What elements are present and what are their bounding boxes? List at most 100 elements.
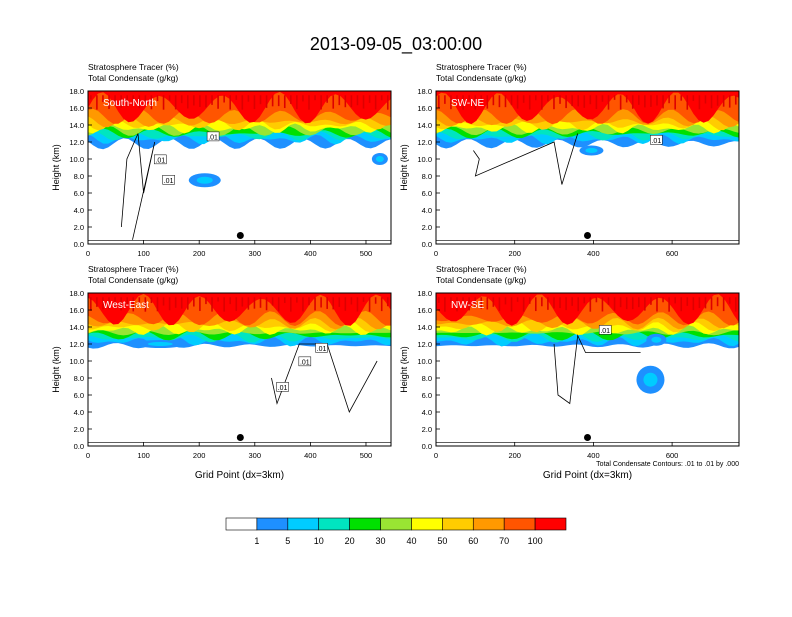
x-tick-label: 400 [304,451,317,460]
tracer-spike [229,95,232,110]
y-tick-label: 18.0 [417,289,432,298]
y-tick-label: 16.0 [417,104,432,113]
tracer-spike [528,95,531,110]
y-tick-label: 2.0 [422,223,432,232]
tracer-spike [607,95,610,110]
y-axis-label: Height (km) [399,144,409,191]
colorbar-label: 5 [285,536,290,546]
tracer-spike [607,297,610,305]
tracer-spike [350,297,353,305]
tracer-spike [450,95,452,110]
tracer-spike [468,95,470,101]
y-tick-label: 0.0 [422,442,432,451]
tracer-spike [704,297,707,309]
tracer-spike [241,297,244,307]
tracer-blob [643,372,658,387]
colorbar-label: 70 [499,536,509,546]
x-tick-label: 200 [193,451,206,460]
contour-label: .01 [598,325,612,335]
tracer-spike [662,297,664,303]
tracer-spike [498,95,501,108]
tracer-spike [150,297,153,304]
x-axis-label: Grid Point (dx=3km) [543,470,632,481]
tracer-spike [350,95,353,108]
contour-label-text: .01 [651,138,661,145]
tracer-spike [126,95,128,107]
colorbar-label: 30 [376,536,386,546]
tracer-spike [547,95,549,102]
y-tick-label: 10.0 [417,357,432,366]
tracer-blob [651,336,662,343]
tracer-spike [217,297,219,302]
tracer-spike [150,95,153,110]
tracer-spike [96,297,98,307]
x-tick-label: 200 [508,249,521,258]
y-tick-label: 4.0 [422,408,432,417]
tracer-spike [571,297,573,306]
tracer-spike [180,297,183,309]
tracer-spike [698,297,701,309]
tracer-spike [102,95,104,103]
tracer-spike [674,95,676,110]
tracer-spike [338,297,341,307]
tracer-spike [193,297,195,307]
tracer-spike [504,95,507,108]
tracer-spike [631,95,634,109]
panel-title-line1: Stratosphere Tracer (%) [88,264,179,274]
x-tick-label: 100 [137,249,150,258]
tracer-spike [686,95,689,110]
contour-label-text: .01 [155,157,165,164]
contour-label: .01 [298,356,312,366]
colorbar-label: 100 [528,536,543,546]
tracer-spike [577,297,580,312]
contour-label: .01 [154,154,167,164]
y-axis-label: Height (km) [51,144,61,191]
tracer-spike [132,95,135,106]
colorbar-swatch [411,517,443,531]
panel-title-line1: Stratosphere Tracer (%) [436,264,527,274]
colorbar-swatch [503,517,536,531]
tracer-spike [320,297,322,308]
tracer-spike [332,95,335,109]
location-marker [584,434,591,441]
panel-west-east: .01 .01 .01 West-East Stratosphere Tracer (%… [51,264,392,481]
tracer-spike [132,297,135,312]
tracer-spike [619,95,622,110]
tracer-spike [223,95,225,103]
tracer-spike [656,297,658,312]
tracer-spike [247,297,250,310]
tracer-spike [722,95,725,107]
panel-title-line1: Stratosphere Tracer (%) [88,62,179,72]
x-tick-label: 300 [249,249,262,258]
tracer-spike [716,297,719,307]
tracer-spike [444,297,446,312]
tracer-spike [211,297,213,312]
tracer-spike [302,297,304,312]
tracer-spike [229,297,232,305]
tracer-spike [534,297,537,312]
y-tick-label: 6.0 [74,189,84,198]
tracer-spike [553,297,555,309]
tracer-spike [320,95,322,110]
tracer-blob [147,342,173,346]
tracer-spike [541,95,543,110]
x-tick-label: 0 [434,451,438,460]
y-axis-label: Height (km) [399,346,409,393]
colorbar-swatch [534,517,567,531]
y-axis-label: Height (km) [51,346,61,393]
tracer-spike [474,95,476,110]
tracer-spike [438,297,440,303]
tracer-spike [241,95,244,110]
contour-note: Total Condensate Contours: .01 to .01 by… [596,461,739,468]
tracer-spike [362,297,365,302]
tracer-spike [510,297,513,312]
colorbar-label: 40 [406,536,416,546]
tracer-spike [480,95,483,103]
condensate-contour [473,133,579,185]
tracer-spike [522,297,525,312]
y-tick-label: 12.0 [69,340,84,349]
tracer-spike [462,95,464,110]
tracer-spike [205,297,207,305]
